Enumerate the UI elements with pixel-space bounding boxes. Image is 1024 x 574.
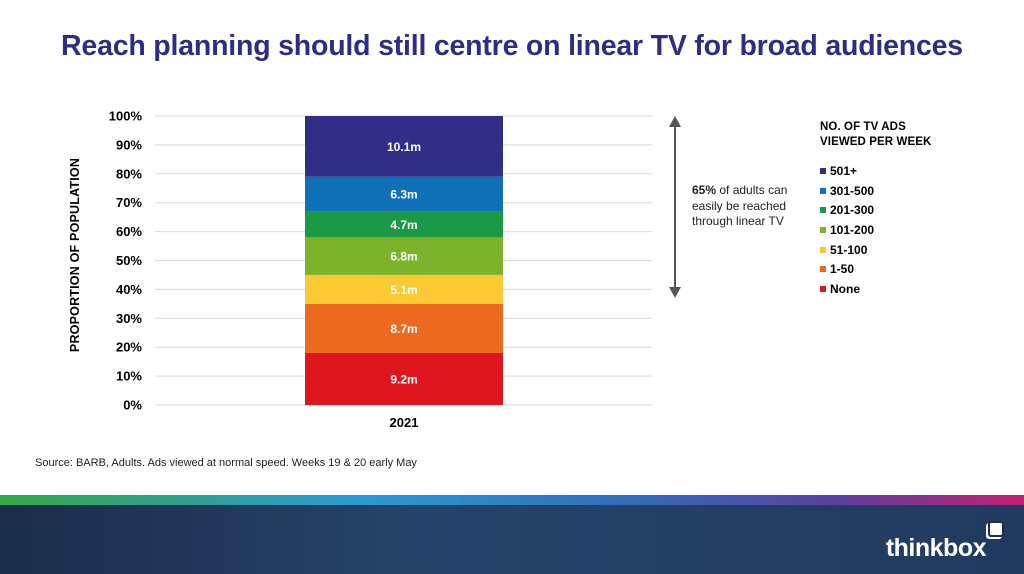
reach-arrow-head-top [669, 116, 681, 127]
page-title: Reach planning should still centre on li… [61, 30, 963, 62]
legend-swatch [820, 226, 826, 233]
legend-item: 51-100 [820, 240, 931, 260]
y-tick-label: 20% [116, 340, 142, 355]
x-tick-label: 2021 [390, 415, 419, 430]
bar-data-label: 6.8m [390, 250, 417, 264]
legend-label: 51-100 [830, 242, 868, 257]
legend-swatch [820, 285, 826, 292]
y-tick-label: 50% [116, 253, 142, 268]
bar-segment-301-500 [305, 176, 503, 212]
legend-item: 201-300 [820, 200, 931, 220]
y-tick-label: 80% [116, 166, 142, 181]
bar-data-label: 8.7m [390, 322, 417, 336]
thinkbox-logo: thinkbox [885, 534, 987, 562]
y-axis-label: PROPORTION OF POPULATION [68, 157, 82, 353]
color-band [0, 495, 1024, 505]
source-note: Source: BARB, Adults. Ads viewed at norm… [35, 457, 417, 469]
legend-swatch [820, 246, 826, 253]
legend-item: 501+ [820, 161, 931, 181]
legend-label: 501+ [830, 163, 858, 178]
stacked-bar-chart: 0% 10% 20% 30% 40% 50% 60% 70% 80% 90% 100% 9.2m 8.… [109, 109, 681, 430]
y-tick-label: 100% [109, 109, 143, 124]
legend-swatch [820, 207, 826, 214]
bar-segment-101-200 [305, 237, 503, 275]
chart-legend: NO. OF TV ADS VIEWED PER WEEK 501+ 301-50… [820, 120, 931, 299]
y-tick-label: 0% [123, 398, 142, 413]
x-axis-ticks: 2021 [390, 415, 419, 430]
legend-title-line2: VIEWED PER WEEK [820, 136, 932, 148]
bar-segment-201-300 [305, 211, 503, 238]
legend-label: None [830, 281, 860, 296]
annotation-highlight: 65% [692, 183, 717, 197]
y-tick-label: 30% [116, 311, 142, 326]
y-tick-label: 40% [116, 282, 142, 297]
bar-segment-501+ [305, 116, 503, 177]
legend-item: None [820, 279, 931, 299]
legend-title-line1: NO. OF TV ADS [820, 121, 906, 133]
bar-data-label: 9.2m [390, 372, 417, 386]
y-axis-ticks: 0% 10% 20% 30% 40% 50% 60% 70% 80% 90% 100% [109, 109, 143, 413]
legend-swatch [820, 187, 826, 194]
legend-items: 501+ 301-500 201-300 101-200 51-100 1-50 None [820, 161, 931, 299]
legend-swatch [820, 266, 826, 273]
legend-item: 301-500 [820, 181, 931, 201]
y-tick-label: 60% [116, 224, 142, 239]
y-tick-label: 90% [116, 137, 142, 152]
bar-data-label: 6.3m [390, 188, 417, 202]
bar-segment-1-50 [305, 303, 503, 353]
bar-segment-51-100 [305, 274, 503, 304]
reach-arrow-head-bottom [669, 287, 681, 298]
legend-label: 1-50 [830, 262, 855, 277]
legend-title: NO. OF TV ADS VIEWED PER WEEK [820, 120, 931, 150]
legend-label: 301-500 [830, 183, 875, 198]
bar-segment-None [305, 352, 503, 405]
reach-annotation: 65% of adults can easily be reached thro… [692, 183, 802, 230]
y-tick-label: 10% [116, 369, 142, 384]
legend-item: 1-50 [820, 259, 931, 279]
chart-bars: 9.2m 8.7m 5.1m 6.8m 4.7m 6.3m 10.1m [305, 116, 503, 405]
legend-item: 101-200 [820, 220, 931, 240]
bar-data-label: 5.1m [390, 283, 417, 297]
legend-label: 101-200 [830, 222, 875, 237]
y-tick-label: 70% [116, 195, 142, 210]
annotation-text: of adults can easily be reached through … [692, 183, 788, 228]
reach-arrow [669, 116, 681, 298]
footer: thinkbox [0, 505, 1024, 574]
legend-label: 201-300 [830, 203, 875, 218]
logo-box-icon [988, 521, 1004, 537]
bar-data-label: 10.1m [387, 140, 421, 154]
legend-swatch [820, 167, 826, 174]
bar-data-label: 4.7m [390, 218, 417, 232]
